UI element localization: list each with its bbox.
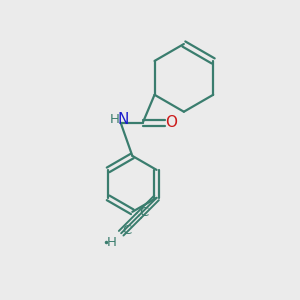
Text: C: C [140,206,149,219]
Text: N: N [118,112,129,127]
Text: H: H [106,236,116,250]
Text: O: O [165,115,177,130]
Text: C: C [122,224,131,237]
Text: H: H [109,113,119,126]
